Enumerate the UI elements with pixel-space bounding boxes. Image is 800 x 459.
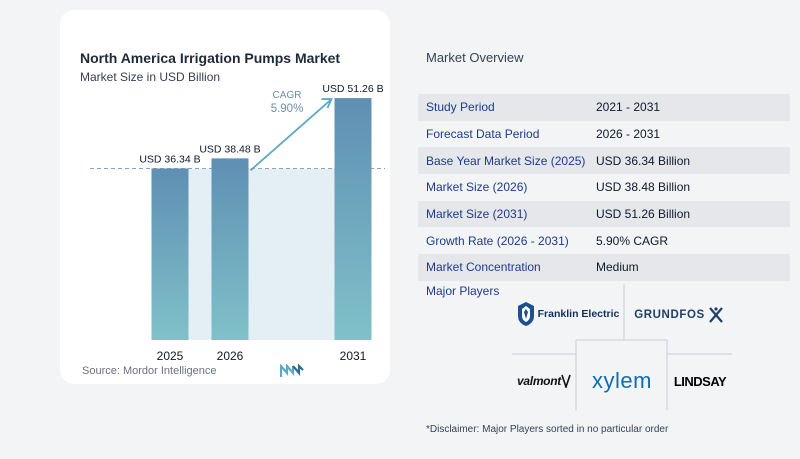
logo-franklin-electric: Franklin Electric xyxy=(514,296,622,332)
stat-row: Market Concentration Medium xyxy=(418,254,790,281)
stat-label: Study Period xyxy=(426,100,495,115)
stat-value: 5.90% CAGR xyxy=(596,233,669,248)
data-label: USD 51.26 B xyxy=(322,83,383,95)
disclaimer: *Disclaimer: Major Players sorted in no … xyxy=(426,424,669,435)
players-title: Major Players xyxy=(426,284,500,298)
stat-label: Forecast Data Period xyxy=(426,127,540,142)
x-tick-label: 2031 xyxy=(340,349,367,363)
chart-card: USD 36.34 B USD 38.48 B USD 51.26 B 2025 20… xyxy=(60,10,390,384)
bar-2025 xyxy=(151,168,189,340)
logo-grid-lines xyxy=(512,284,732,410)
stat-row: Base Year Market Size (2025) USD 36.34 Bi… xyxy=(418,147,790,175)
stat-row: Forecast Data Period 2026 - 2031 xyxy=(418,121,790,148)
stat-value: USD 38.48 Billion xyxy=(596,180,691,195)
data-label: USD 38.48 B xyxy=(199,143,260,155)
valmont-v-icon xyxy=(561,374,571,388)
logo-grundfos: GRUNDFOS xyxy=(626,298,732,332)
logo-label: Franklin Electric xyxy=(537,308,620,320)
stat-row: Market Size (2026) USD 38.48 Billion xyxy=(418,174,790,201)
cagr-label: CAGR xyxy=(273,90,302,101)
logo-valmont: valmont xyxy=(512,366,576,396)
x-tick-label: 2026 xyxy=(217,349,244,363)
stat-value: 2021 - 2031 xyxy=(596,100,661,115)
logo-label: xylem xyxy=(592,368,652,393)
data-label: USD 36.34 B xyxy=(139,153,200,165)
cagr-value: 5.90% xyxy=(271,103,304,115)
logo-label: valmont xyxy=(517,374,561,388)
cagr-arrowhead xyxy=(321,98,333,109)
cagr-arrow xyxy=(249,99,332,172)
stat-value: USD 36.34 Billion xyxy=(596,153,691,168)
overview-title: Market Overview xyxy=(426,50,524,65)
stat-row: Growth Rate (2026 - 2031) 5.90% CAGR xyxy=(418,227,790,254)
logo-label: LINDSAY xyxy=(673,373,727,389)
stat-label: Market Size (2031) xyxy=(426,207,528,222)
stat-label: Base Year Market Size (2025) xyxy=(426,153,586,168)
bar-2031 xyxy=(334,98,372,341)
logo-lindsay: LINDSAY xyxy=(668,366,732,396)
chart-source: Source: Mordor Intelligence xyxy=(82,365,217,377)
bar-2026 xyxy=(211,158,249,340)
franklin-shield-icon xyxy=(517,302,534,326)
stat-row: Study Period 2021 - 2031 xyxy=(418,94,790,121)
logo-xylem: xylem xyxy=(578,364,666,398)
logo-label: GRUNDFOS xyxy=(634,309,705,321)
market-overview: Market Overview Study Period 2021 - 2031 … xyxy=(418,10,790,450)
chart-title: North America Irrigation Pumps Market xyxy=(80,50,341,66)
grundfos-x-icon xyxy=(708,307,723,323)
stat-label: Market Concentration xyxy=(426,260,541,275)
stat-value: Medium xyxy=(596,260,639,275)
stat-value: 2026 - 2031 xyxy=(596,127,661,142)
stat-value: USD 51.26 Billion xyxy=(596,207,691,222)
mordor-logo-icon xyxy=(280,364,304,377)
stats-table: Study Period 2021 - 2031 Forecast Data Pe… xyxy=(418,94,790,281)
stat-row: Market Size (2031) USD 51.26 Billion xyxy=(418,200,790,228)
chart-subtitle: Market Size in USD Billion xyxy=(80,70,221,84)
x-tick-label: 2025 xyxy=(157,349,184,363)
stat-label: Market Size (2026) xyxy=(426,180,528,195)
stat-label: Growth Rate (2026 - 2031) xyxy=(426,233,569,248)
player-logos: Franklin Electric GRUNDFOS valmont xylem… xyxy=(512,282,732,410)
